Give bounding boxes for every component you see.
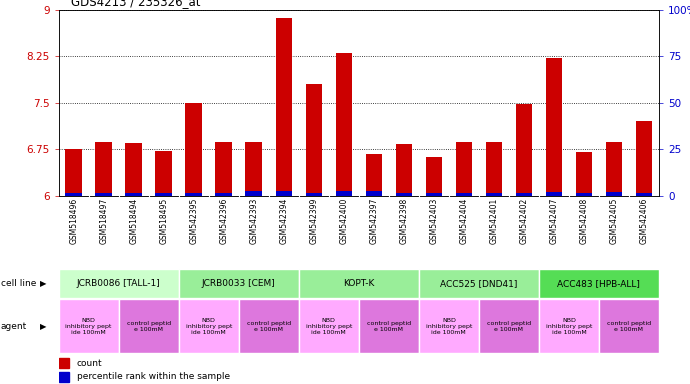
Text: GSM518494: GSM518494	[129, 198, 138, 244]
Text: agent: agent	[1, 322, 27, 331]
Bar	[95, 193, 112, 196]
Bar	[539, 269, 659, 298]
Bar	[66, 193, 82, 196]
Bar	[179, 300, 239, 353]
Bar	[546, 192, 562, 196]
Bar	[335, 53, 352, 196]
Bar	[119, 300, 179, 353]
Bar	[179, 269, 299, 298]
Bar	[366, 154, 382, 196]
Bar	[306, 193, 322, 196]
Bar	[275, 192, 292, 196]
Bar	[299, 300, 359, 353]
Text: control peptid
e 100mM: control peptid e 100mM	[127, 321, 170, 332]
Text: NBD
inhibitory pept
ide 100mM: NBD inhibitory pept ide 100mM	[546, 318, 592, 335]
Bar	[186, 103, 202, 196]
Text: GSM542396: GSM542396	[219, 198, 228, 244]
Bar	[215, 142, 232, 196]
Text: GSM542404: GSM542404	[460, 198, 469, 244]
Bar	[419, 300, 479, 353]
Text: control peptid
e 100mM: control peptid e 100mM	[247, 321, 290, 332]
Bar	[515, 193, 532, 196]
Bar	[95, 142, 112, 196]
Bar	[426, 193, 442, 196]
Bar	[246, 142, 262, 196]
Bar	[395, 144, 412, 196]
Text: GDS4213 / 235326_at: GDS4213 / 235326_at	[70, 0, 200, 8]
Text: GSM542393: GSM542393	[249, 198, 258, 244]
Text: control peptid
e 100mM: control peptid e 100mM	[367, 321, 411, 332]
Bar	[486, 193, 502, 196]
Bar	[366, 192, 382, 196]
Bar	[546, 58, 562, 196]
Text: GSM542402: GSM542402	[520, 198, 529, 244]
Bar	[155, 193, 172, 196]
Bar	[246, 191, 262, 196]
Text: NBD
inhibitory pept
ide 100mM: NBD inhibitory pept ide 100mM	[186, 318, 232, 335]
Text: ACC525 [DND41]: ACC525 [DND41]	[440, 279, 518, 288]
Bar	[486, 142, 502, 196]
Bar	[419, 269, 539, 298]
Bar	[455, 193, 472, 196]
Bar	[126, 193, 142, 196]
Bar	[59, 300, 119, 353]
Text: NBD
inhibitory pept
ide 100mM: NBD inhibitory pept ide 100mM	[306, 318, 352, 335]
Text: GSM542395: GSM542395	[189, 198, 198, 244]
Text: ▶: ▶	[41, 279, 47, 288]
Text: NBD
inhibitory pept
ide 100mM: NBD inhibitory pept ide 100mM	[426, 318, 472, 335]
Text: GSM518497: GSM518497	[99, 198, 108, 244]
Bar	[239, 300, 299, 353]
Text: GSM518496: GSM518496	[69, 198, 78, 244]
Bar	[575, 152, 592, 196]
Text: ACC483 [HPB-ALL]: ACC483 [HPB-ALL]	[558, 279, 640, 288]
Bar	[575, 193, 592, 196]
Text: GSM542400: GSM542400	[339, 198, 348, 244]
Text: GSM542401: GSM542401	[489, 198, 498, 244]
Text: GSM518495: GSM518495	[159, 198, 168, 244]
Bar	[515, 104, 532, 196]
Text: NBD
inhibitory pept
ide 100mM: NBD inhibitory pept ide 100mM	[66, 318, 112, 335]
Text: JCRB0033 [CEM]: JCRB0033 [CEM]	[202, 279, 275, 288]
Bar	[126, 143, 142, 196]
Bar	[395, 193, 412, 196]
Text: GSM542394: GSM542394	[279, 198, 288, 244]
Text: KOPT-K: KOPT-K	[343, 279, 375, 288]
Text: cell line: cell line	[1, 279, 36, 288]
Bar	[359, 300, 419, 353]
Bar	[606, 192, 622, 196]
Text: GSM542405: GSM542405	[609, 198, 618, 244]
Bar	[299, 269, 419, 298]
Bar	[275, 18, 292, 196]
Bar	[306, 84, 322, 196]
Bar	[59, 358, 69, 368]
Text: control peptid
e 100mM: control peptid e 100mM	[487, 321, 531, 332]
Text: JCRB0086 [TALL-1]: JCRB0086 [TALL-1]	[77, 279, 161, 288]
Bar	[635, 193, 652, 196]
Text: GSM542407: GSM542407	[549, 198, 558, 244]
Bar	[59, 372, 69, 382]
Bar	[59, 269, 179, 298]
Bar	[66, 149, 82, 196]
Bar	[455, 142, 472, 196]
Text: GSM542399: GSM542399	[309, 198, 318, 244]
Text: GSM542408: GSM542408	[580, 198, 589, 244]
Text: count: count	[77, 359, 102, 367]
Text: GSM542398: GSM542398	[400, 198, 408, 244]
Text: GSM542397: GSM542397	[369, 198, 378, 244]
Bar	[635, 121, 652, 196]
Bar	[186, 193, 202, 196]
Bar	[215, 193, 232, 196]
Bar	[155, 151, 172, 196]
Bar	[335, 192, 352, 196]
Bar	[426, 157, 442, 196]
Bar	[539, 300, 599, 353]
Bar	[606, 142, 622, 196]
Bar	[599, 300, 659, 353]
Text: ▶: ▶	[41, 322, 47, 331]
Text: GSM542403: GSM542403	[429, 198, 438, 244]
Text: percentile rank within the sample: percentile rank within the sample	[77, 372, 230, 381]
Text: GSM542406: GSM542406	[640, 198, 649, 244]
Text: control peptid
e 100mM: control peptid e 100mM	[607, 321, 651, 332]
Bar	[479, 300, 539, 353]
